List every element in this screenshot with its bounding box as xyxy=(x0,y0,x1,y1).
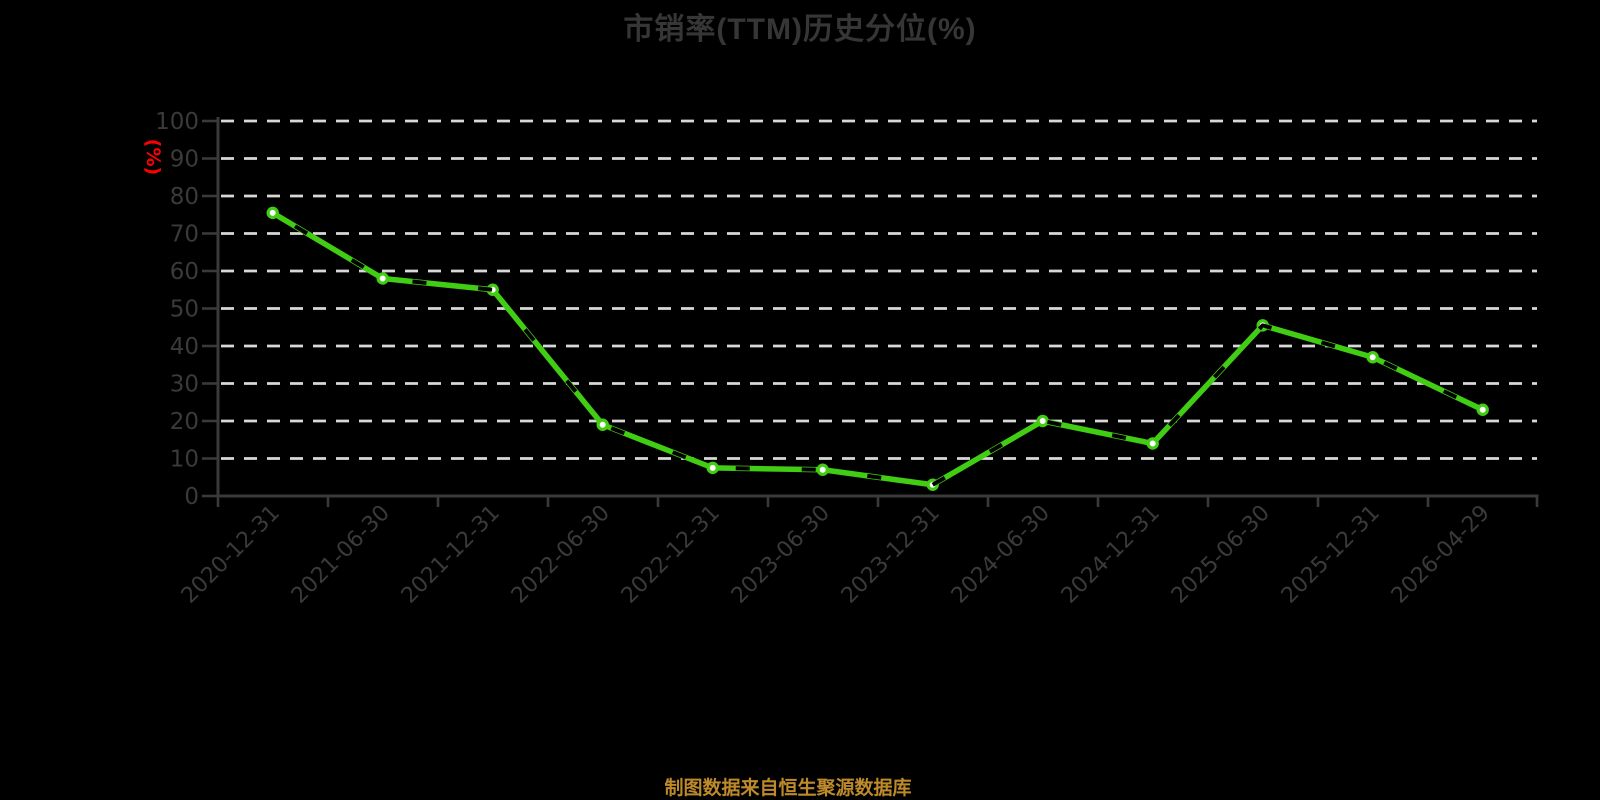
x-axis-label: 2022-12-31 xyxy=(617,501,725,609)
series-line xyxy=(269,210,1486,488)
x-axis-label: 2026-04-29 xyxy=(1387,501,1495,609)
y-axis-unit-label: (%) xyxy=(142,139,164,175)
chart-title: 市销率(TTM)历史分位(%) xyxy=(623,13,977,46)
y-axis-tick-label: 10 xyxy=(170,447,199,473)
y-axis-tick-label: 40 xyxy=(170,334,199,360)
x-axis-label: 2020-12-31 xyxy=(177,501,285,609)
y-axis-tick-label: 100 xyxy=(155,109,199,135)
x-axis-label: 2022-06-30 xyxy=(507,501,615,609)
series-line-dash-overlay xyxy=(271,211,1484,487)
y-axis-tick-label: 70 xyxy=(170,222,199,248)
data-point-marker[interactable] xyxy=(596,418,609,431)
x-axis-label: 2023-12-31 xyxy=(837,501,945,609)
data-point-marker[interactable] xyxy=(1036,414,1049,428)
data-point-marker[interactable] xyxy=(376,272,389,285)
data-point-marker[interactable] xyxy=(1476,403,1489,416)
data-point-marker[interactable] xyxy=(266,206,279,220)
data-point-marker[interactable] xyxy=(816,463,829,476)
data-source-note: 制图数据来自恒生聚源数据库 xyxy=(664,778,912,799)
x-axis-label: 2021-12-31 xyxy=(397,501,505,609)
y-axis-tick-label: 50 xyxy=(170,297,199,323)
x-axis-label: 2025-12-31 xyxy=(1277,501,1385,609)
x-axis-label: 2025-06-30 xyxy=(1167,501,1275,609)
data-point-marker[interactable] xyxy=(1146,437,1159,450)
x-axis-label: 2021-06-30 xyxy=(287,501,395,609)
y-axis-tick-label: 80 xyxy=(170,184,199,210)
data-point-marker[interactable] xyxy=(1366,351,1379,364)
x-axis-label: 2023-06-30 xyxy=(727,501,835,609)
x-axis-label: 2024-06-30 xyxy=(947,501,1055,609)
y-axis-tick-label: 90 xyxy=(170,147,199,173)
y-axis-tick-label: 60 xyxy=(170,259,199,285)
x-axis-label: 2024-12-31 xyxy=(1057,501,1165,609)
y-axis-tick-label: 20 xyxy=(170,409,199,435)
data-point-marker[interactable] xyxy=(706,461,719,475)
y-axis-tick-label: 30 xyxy=(170,372,199,398)
y-axis-tick-label: 0 xyxy=(184,484,199,510)
